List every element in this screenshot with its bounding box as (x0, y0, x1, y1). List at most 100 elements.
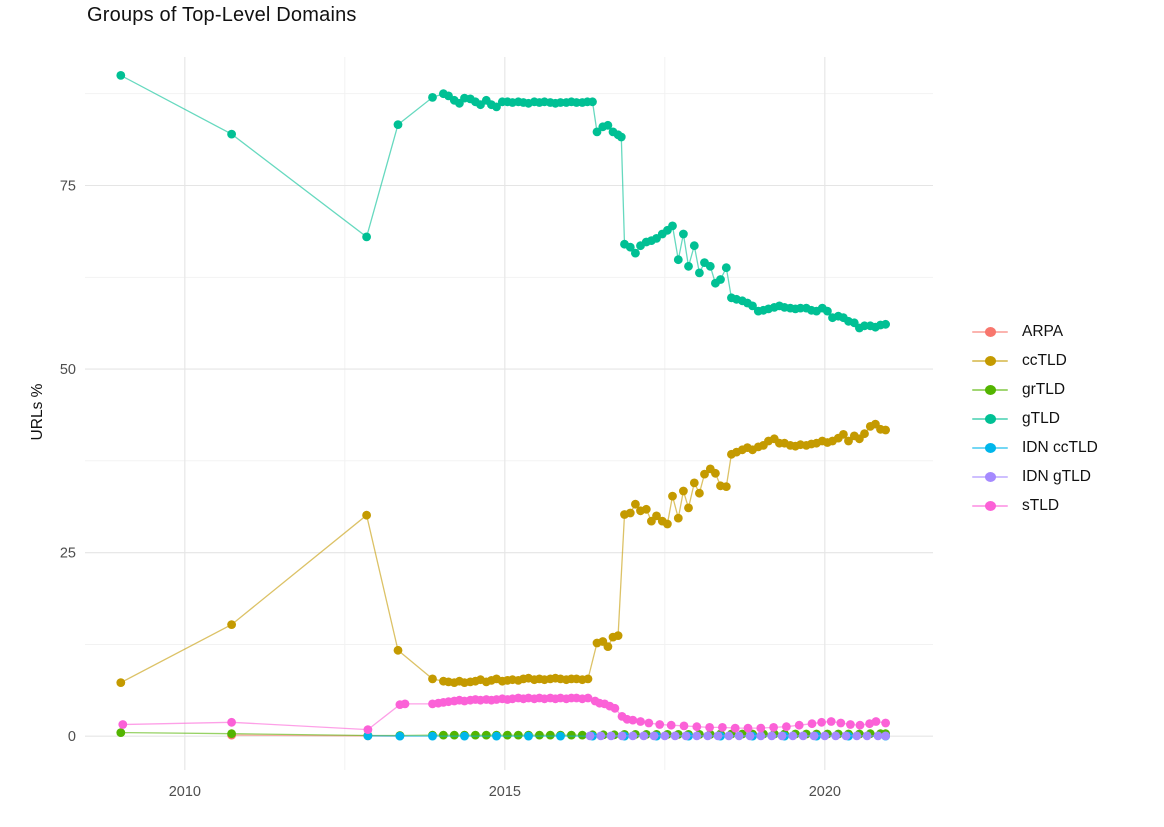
series-point-cctld (603, 642, 613, 651)
series-point-idn-gtld (798, 731, 808, 741)
series-point-idn-gtld (692, 731, 702, 741)
legend: ARPA ccTLD grTLD gTLD IDN ccTLD IDN gTLD sTLD (972, 322, 1098, 516)
chart-title: Groups of Top-Level Domains (87, 4, 357, 26)
series-line-cctld (120, 423, 886, 684)
legend-key-icon (972, 351, 1008, 371)
series-point-cctld (684, 503, 693, 513)
series-point-stld (730, 723, 740, 733)
series-point-idn-cctld (524, 731, 533, 741)
series-point-cctld (689, 478, 699, 488)
series-point-idn-gtld (745, 731, 755, 741)
series-point-cctld (625, 508, 635, 518)
series-point-idn-gtld (852, 731, 862, 741)
series-point-grtld (567, 730, 576, 740)
series-point-stld (400, 699, 410, 709)
series-point-stld (655, 720, 665, 729)
series-point-cctld (428, 674, 437, 684)
series-point-stld (756, 723, 766, 733)
series-point-gtld (362, 232, 371, 242)
legend-key-dot (985, 327, 996, 337)
series-point-stld (705, 723, 714, 732)
series-point-cctld (393, 645, 403, 655)
series-point-idn-gtld (831, 731, 841, 741)
series-point-gtld (695, 268, 704, 278)
series-point-stld (826, 717, 836, 726)
series-point-gtld (823, 306, 832, 316)
series-point-gtld (393, 120, 403, 129)
series-point-idn-gtld (617, 731, 627, 741)
series-point-idn-cctld (395, 731, 405, 741)
series-point-idn-gtld (767, 731, 777, 741)
series-point-gtld (716, 275, 725, 284)
series-point-idn-gtld (809, 731, 819, 741)
series-point-stld (679, 721, 689, 731)
series-point-idn-gtld (703, 731, 713, 741)
legend-key-icon (972, 467, 1008, 487)
series-point-gtld (673, 255, 683, 265)
series-point-idn-gtld (734, 731, 744, 741)
series-point-cctld (881, 425, 890, 435)
legend-key-icon (972, 496, 1008, 516)
series-point-grtld (227, 729, 237, 739)
series-point-grtld (471, 730, 480, 740)
series-point-stld (855, 720, 865, 730)
series-point-stld (743, 723, 753, 733)
series-point-gtld (625, 242, 635, 252)
legend-label: ccTLD (1022, 352, 1067, 369)
series-point-stld (666, 720, 676, 730)
legend-item-stld: sTLD (972, 496, 1098, 516)
series-point-cctld (116, 678, 126, 687)
series-point-idn-gtld (681, 731, 691, 741)
series-point-stld (692, 722, 702, 732)
legend-key-dot (985, 414, 996, 424)
legend-label: ARPA (1022, 323, 1064, 340)
series-point-cctld (631, 499, 640, 509)
legend-item-idn-gtld: IDN gTLD (972, 467, 1098, 487)
series-point-stld (628, 715, 638, 725)
series-point-idn-gtld (756, 731, 766, 741)
series-point-gtld (748, 301, 757, 311)
legend-item-cctld: ccTLD (972, 351, 1098, 371)
series-point-idn-cctld (556, 731, 565, 741)
series-point-idn-gtld (585, 731, 595, 741)
series-point-idn-gtld (596, 731, 606, 741)
series-point-cctld (673, 513, 683, 523)
series-point-idn-gtld (628, 731, 638, 741)
legend-key-dot (985, 385, 996, 395)
series-point-stld (807, 719, 817, 729)
series-point-cctld (663, 519, 672, 529)
series-point-stld (583, 693, 593, 703)
y-tick-label: 25 (60, 546, 76, 562)
series-point-cctld (839, 430, 848, 439)
series-point-stld (363, 725, 373, 734)
legend-item-arpa: ARPA (972, 322, 1098, 342)
series-point-idn-gtld (606, 731, 616, 741)
series-point-gtld (668, 221, 677, 231)
series-point-cctld (860, 429, 869, 439)
series-point-cctld (711, 468, 720, 478)
series-point-gtld (721, 263, 731, 273)
series-point-gtld (684, 261, 693, 271)
series-point-gtld (116, 71, 126, 80)
series-point-stld (718, 723, 727, 732)
legend-key-dot (985, 443, 996, 453)
legend-label: IDN ccTLD (1022, 439, 1098, 456)
y-tick-label: 75 (60, 179, 76, 195)
x-tick-label: 2020 (809, 784, 841, 800)
series-point-idn-gtld (670, 731, 680, 741)
series-point-grtld (513, 730, 523, 740)
series-point-idn-gtld (841, 731, 851, 741)
series-point-gtld (679, 229, 688, 239)
series-point-gtld (631, 248, 640, 258)
series-point-grtld (439, 730, 448, 740)
series-point-stld (846, 720, 855, 729)
series-point-cctld (652, 511, 661, 521)
series-point-gtld (705, 261, 715, 271)
legend-key-icon (972, 438, 1008, 458)
series-point-grtld (481, 730, 491, 740)
series-point-gtld (689, 241, 699, 251)
series-point-cctld (721, 482, 731, 491)
series-point-gtld (603, 120, 613, 130)
series-point-gtld (616, 132, 626, 142)
